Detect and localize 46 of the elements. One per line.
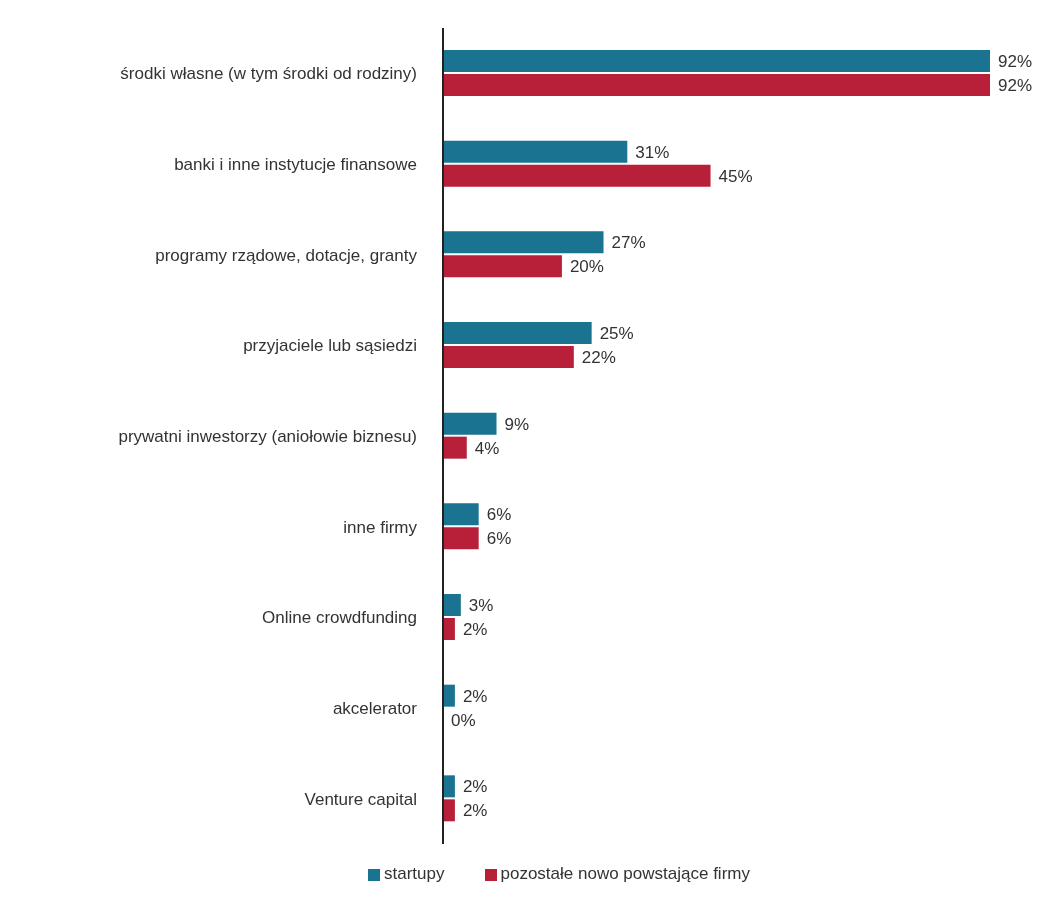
data-label: 2% [462, 801, 488, 821]
y-tick-label: akcelerator [332, 699, 418, 719]
y-tick-label: środki własne (w tym środki od rodziny) [120, 64, 417, 84]
bar [443, 164, 711, 187]
bar [443, 618, 455, 640]
bar [443, 503, 479, 526]
bar [443, 140, 628, 163]
data-label: 2% [462, 777, 488, 797]
y-tick-label: przyjaciele lub sąsiedzi [243, 336, 417, 356]
data-label: 27% [611, 233, 646, 253]
data-label: 92% [998, 51, 1033, 71]
y-tick-label: banki i inne instytucje finansowe [174, 155, 417, 175]
y-tick-label: prywatni inwestorzy (aniołowie biznesu) [118, 427, 417, 447]
y-tick-label: Venture capital [304, 789, 417, 809]
data-label: 2% [462, 686, 488, 706]
data-label: 20% [569, 257, 604, 277]
legend-label: startupy [384, 864, 445, 883]
data-label: 6% [486, 529, 512, 549]
bar [443, 684, 455, 707]
data-label: 4% [474, 438, 500, 458]
data-label: 45% [718, 166, 753, 186]
data-label: 31% [635, 142, 670, 162]
data-label: 92% [998, 75, 1033, 95]
data-label: 2% [462, 619, 488, 639]
data-label: 25% [599, 323, 634, 343]
bar [443, 74, 990, 96]
bar [443, 231, 604, 254]
y-tick-label: Online crowdfunding [262, 608, 417, 628]
bar [443, 775, 455, 798]
y-tick-label: inne firmy [343, 517, 418, 537]
y-tick-label: programy rządowe, dotacje, granty [155, 245, 418, 265]
legend-label: pozostałe nowo powstające firmy [500, 864, 750, 883]
data-label: 22% [581, 347, 616, 367]
data-label: 3% [468, 595, 494, 615]
bar [443, 255, 562, 278]
bar [443, 50, 990, 72]
data-label: 0% [451, 710, 476, 730]
bar [443, 436, 467, 459]
bar [443, 412, 497, 435]
bar [443, 322, 592, 344]
bar [443, 527, 479, 550]
data-label: 6% [486, 505, 512, 525]
bar [443, 346, 574, 368]
bar [443, 594, 461, 616]
data-label: 9% [504, 414, 530, 434]
bar [443, 799, 455, 822]
